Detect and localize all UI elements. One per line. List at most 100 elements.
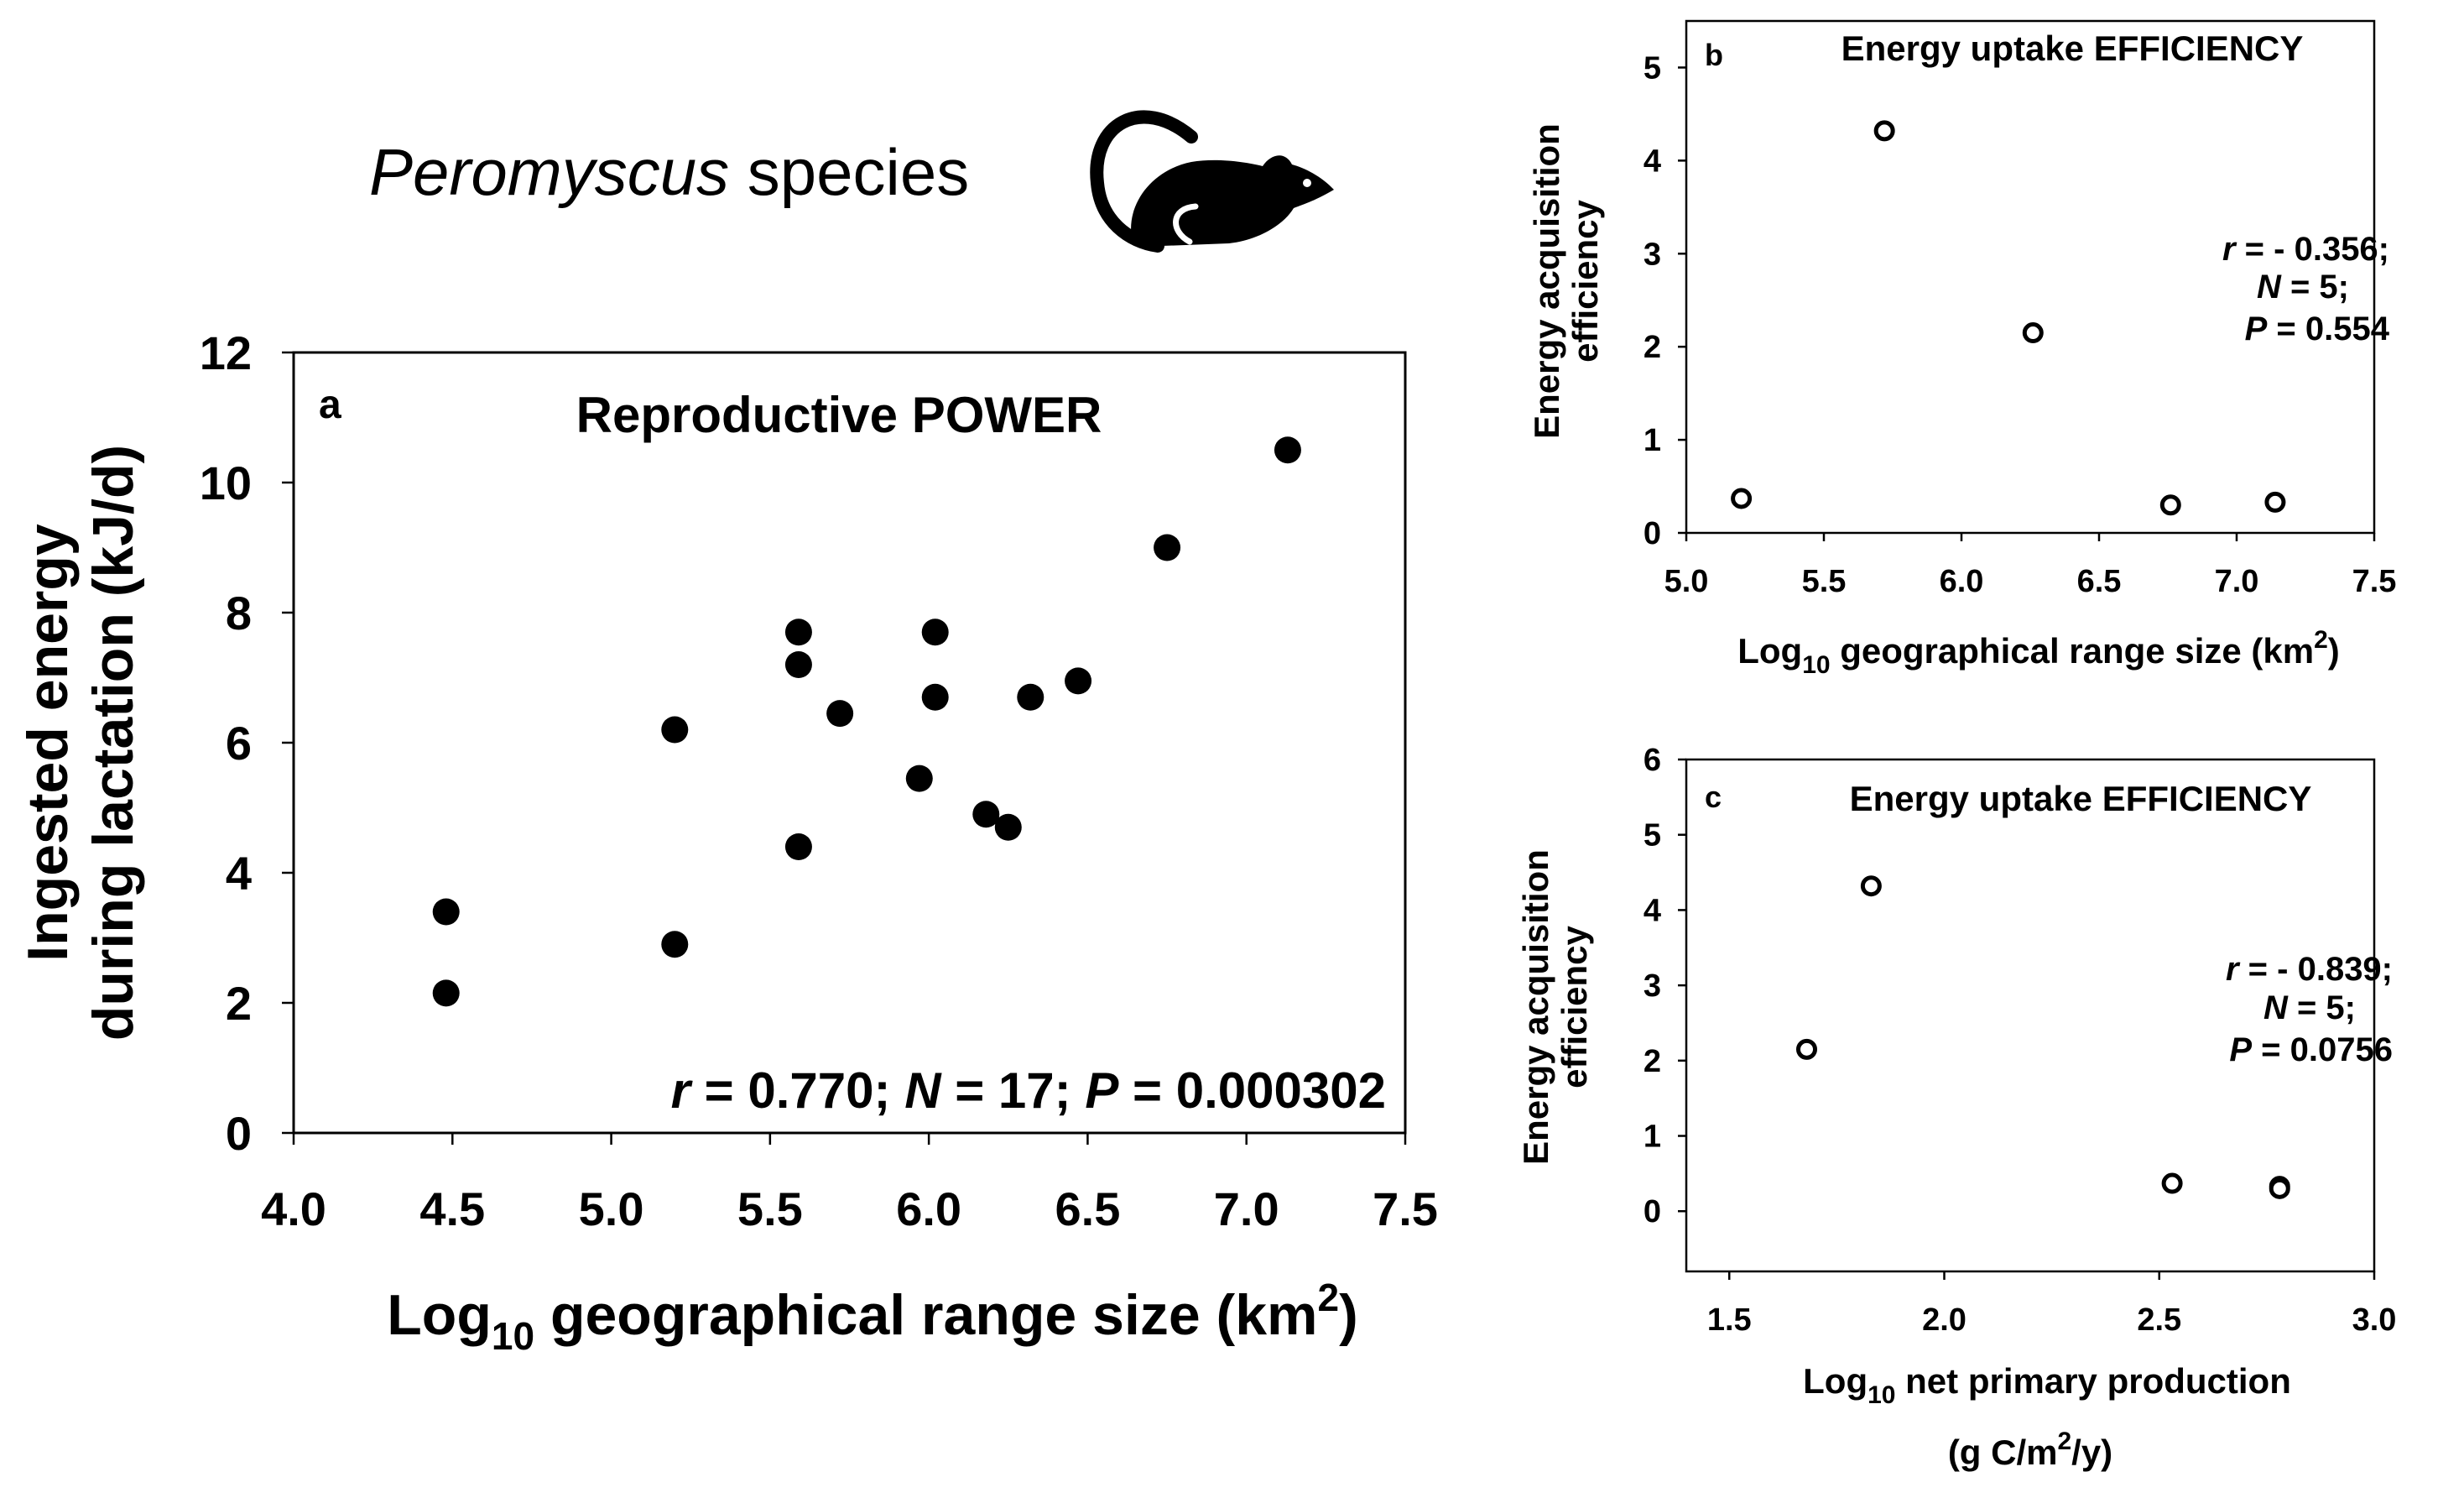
panel-b-y-tick-label: 3 (1644, 237, 1661, 272)
panel-c-stats: r = - 0.839; N = 5; P = 0.0756 (2226, 951, 2393, 1068)
panel-a-plot-frame (292, 351, 1407, 1135)
panel-c-stats-p: P = 0.0756 (2229, 1031, 2393, 1068)
panel-c-y-axis-label: Energy acquisition efficiency (1516, 849, 1594, 1165)
panel-b-points (1731, 120, 2286, 516)
panel-b-ylabel-line2: efficiency (1565, 199, 1605, 362)
panel-a-x-tick-label: 5.5 (737, 1182, 803, 1235)
panel-b-y-tick-label: 5 (1644, 50, 1661, 86)
panel-c-stats-n-value: = 5; (2288, 989, 2356, 1026)
panel-b-letter: b (1705, 38, 1723, 72)
panel-a-stats: r = 0.770; N = 17; P = 0.000302 (671, 1062, 1386, 1119)
figure-title-rest: species (729, 135, 969, 209)
panel-b-y-tick-label: 1 (1644, 423, 1661, 458)
panel-a-x-tick-label: 7.5 (1373, 1182, 1438, 1235)
panel-c-stats-n-label: N (2263, 989, 2289, 1026)
panel-a-data-point (784, 619, 812, 646)
panel-a-y-tick-label: 6 (226, 717, 252, 770)
panel-a-ylabel-line2: during lactation (kJ/d) (81, 445, 145, 1041)
panel-b-stats: r = - 0.356; N = 5; P = 0.554 (2222, 231, 2390, 347)
panel-a-stats-p: = 0.000302 (1118, 1062, 1386, 1119)
panel-c-stats-r-value: = - 0.839; (2239, 951, 2393, 988)
panel-b-data-point (2264, 491, 2286, 513)
panel-a-data-point (921, 619, 949, 646)
panel-c-ylabel-line2: efficiency (1555, 925, 1594, 1088)
panel-a-y-axis-label: Ingested energy during lactation (kJ/d) (16, 445, 145, 1041)
panel-b-data-point (1731, 488, 1753, 509)
panel-a-xlabel-end: ) (1339, 1283, 1358, 1347)
panel-b-stats-n-label: N (2257, 269, 2282, 305)
panel-b-stats-r-value: = - 0.356; (2236, 231, 2389, 268)
panel-a-ylabel-line1: Ingested energy (16, 524, 80, 962)
panel-a-stats-r-label: r (671, 1062, 694, 1119)
panel-c-ylabel-line1: Energy acquisition (1516, 849, 1555, 1165)
panel-c-y-tick-label: 3 (1644, 968, 1661, 1004)
panel-a-points (432, 436, 1301, 1007)
panel-a-y-ticks: 0 2 4 6 8 10 12 (200, 326, 294, 1160)
mouse-silhouette-icon (1090, 110, 1334, 253)
panel-c-letter: c (1705, 780, 1722, 814)
panel-a-x-tick-label: 7.0 (1214, 1182, 1279, 1235)
panel-c-stats-p-value: = 0.0756 (2252, 1031, 2393, 1068)
panel-a-x-tick-label: 4.5 (419, 1182, 485, 1235)
panel-b-y-tick-label: 4 (1644, 144, 1661, 179)
panel-b-title: Energy uptake EFFICIENCY (1841, 29, 2304, 68)
panel-a-y-tick-label: 0 (226, 1107, 252, 1160)
panel-c-x-axis-label-line1: Log10 net primary production (1803, 1361, 2291, 1409)
panel-b-xlabel-sub: 10 (1802, 651, 1830, 679)
panel-b-x-tick-label: 6.5 (2077, 564, 2122, 599)
panel-a-y-tick-label: 4 (226, 847, 252, 900)
panel-b-stats-r-label: r (2222, 231, 2237, 268)
panel-b-y-ticks: 0 1 2 3 4 5 (1644, 50, 1686, 551)
panel-c-x-axis-label-line2: (g C/m2/y) (1948, 1428, 2112, 1472)
panel-a-data-point (661, 931, 689, 958)
panel-c-data-point (1860, 875, 1882, 897)
panel-c-data-point (2161, 1172, 2183, 1194)
panel-c-y-tick-label: 4 (1644, 893, 1661, 928)
panel-b-y-tick-label: 2 (1644, 330, 1661, 365)
panel-c-title: Energy uptake EFFICIENCY (1850, 779, 2312, 818)
panel-a-data-point (921, 683, 949, 711)
panel-a-x-axis-label: Log10 geographical range size (km2) (387, 1276, 1357, 1358)
panel-b-x-tick-label: 5.5 (1802, 564, 1847, 599)
panel-b: b Energy uptake EFFICIENCY 5.0 5.5 6.0 6.5 7… (1527, 19, 2397, 679)
panel-c-y-tick-label: 0 (1644, 1194, 1661, 1229)
panel-a-x-ticks: 4.0 4.5 5.0 5.5 6.0 6.5 7.0 7.5 (261, 1133, 1438, 1235)
panel-c-x-ticks: 1.5 2.0 2.5 3.0 (1707, 1271, 2396, 1338)
panel-a-y-tick-label: 12 (200, 326, 252, 379)
panel-b-x-tick-label: 7.5 (2352, 564, 2397, 599)
panel-c-y-ticks: 0 1 2 3 4 5 6 (1644, 743, 1686, 1229)
panel-a-xlabel-prefix: Log (387, 1283, 492, 1347)
panel-b-x-ticks: 5.0 5.5 6.0 6.5 7.0 7.5 (1664, 533, 2397, 599)
panel-c-xlabel2-pre: (g C/m (1948, 1433, 2058, 1472)
panel-a-data-point (826, 700, 854, 728)
panel-a-stats-p-label: P (1085, 1062, 1119, 1119)
panel-a-data-point (994, 813, 1022, 841)
panel-c-plot-frame (1685, 758, 2376, 1273)
panel-c-x-tick-label: 2.5 (2137, 1302, 2181, 1338)
panel-c-xlabel-main: net primary production (1895, 1361, 2290, 1401)
panel-a-xlabel-main: geographical range size (km (534, 1283, 1317, 1347)
panel-a-stats-n: = 17; (941, 1062, 1086, 1119)
panel-b-y-axis-label: Energy acquisition efficiency (1527, 123, 1605, 439)
panel-a-data-point (784, 833, 812, 860)
panel-a-x-tick-label: 6.5 (1055, 1182, 1120, 1235)
panel-a-data-point (972, 801, 1000, 828)
panel-b-x-tick-label: 5.0 (1664, 564, 1709, 599)
panel-c-xlabel2-end: /y) (2071, 1433, 2112, 1472)
panel-c-xlabel-sub: 10 (1868, 1381, 1895, 1409)
panel-b-stats-p: P = 0.554 (2245, 311, 2390, 347)
panel-c-points (1796, 875, 2290, 1199)
panel-a-x-tick-label: 5.0 (579, 1182, 644, 1235)
panel-c: c Energy uptake EFFICIENCY 1.5 2.0 2.5 3.0 … (1516, 743, 2396, 1472)
panel-b-y-tick-label: 0 (1644, 516, 1661, 551)
panel-b-stats-p-value: = 0.554 (2267, 311, 2389, 347)
panel-a-data-point (432, 898, 460, 926)
panel-c-stats-r: r = - 0.839; (2226, 951, 2393, 988)
figure-title: Peromyscus species (369, 135, 969, 209)
panel-b-xlabel-sup: 2 (2314, 626, 2328, 654)
panel-b-xlabel-main: geographical range size (km (1831, 631, 2315, 671)
panel-a-data-point (432, 979, 460, 1007)
panel-c-xlabel2-sup: 2 (2057, 1428, 2071, 1455)
panel-c-x-tick-label: 2.0 (1922, 1302, 1967, 1338)
